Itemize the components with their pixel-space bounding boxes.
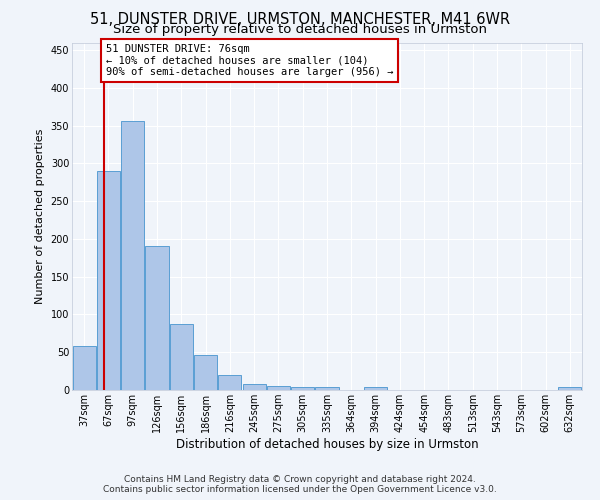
Bar (291, 387, 314, 390)
Text: 51, DUNSTER DRIVE, URMSTON, MANCHESTER, M41 6WR: 51, DUNSTER DRIVE, URMSTON, MANCHESTER, … (90, 12, 510, 28)
Bar (218, 375, 241, 390)
Bar (267, 386, 290, 390)
Bar (559, 387, 581, 390)
X-axis label: Distribution of detached houses by size in Urmston: Distribution of detached houses by size … (176, 438, 478, 451)
Bar (121, 121, 144, 390)
Bar (364, 387, 387, 390)
Text: Contains HM Land Registry data © Crown copyright and database right 2024.
Contai: Contains HM Land Registry data © Crown c… (103, 474, 497, 494)
Bar (316, 387, 338, 390)
Bar (97, 171, 120, 390)
Bar (145, 246, 169, 390)
Bar (242, 384, 266, 390)
Bar (73, 346, 95, 390)
Text: Size of property relative to detached houses in Urmston: Size of property relative to detached ho… (113, 22, 487, 36)
Bar (170, 324, 193, 390)
Y-axis label: Number of detached properties: Number of detached properties (35, 128, 45, 304)
Text: 51 DUNSTER DRIVE: 76sqm
← 10% of detached houses are smaller (104)
90% of semi-d: 51 DUNSTER DRIVE: 76sqm ← 10% of detache… (106, 44, 393, 77)
Bar (194, 355, 217, 390)
